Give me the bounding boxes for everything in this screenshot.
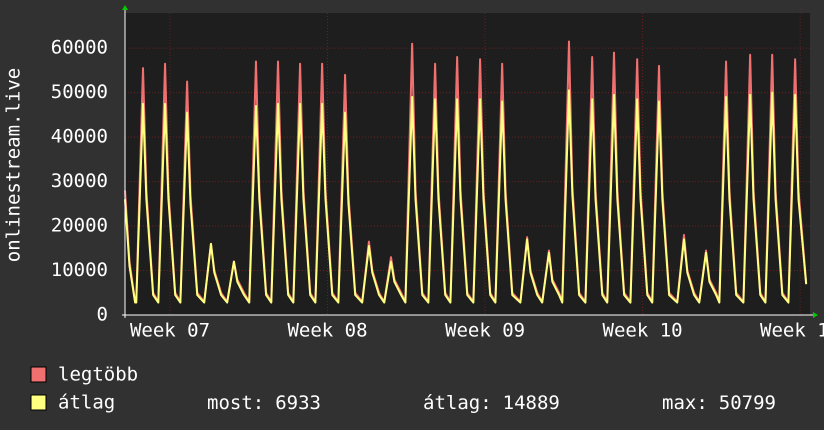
legend-label: átlag — [58, 392, 115, 414]
x-tick-label: Week 10 — [603, 320, 683, 342]
stat-value: 50799 — [719, 392, 776, 414]
y-tick-label: 60000 — [51, 37, 108, 59]
x-tick-label: Week 11 — [760, 320, 824, 342]
series-line — [124, 89, 808, 304]
stat-value: 6933 — [275, 392, 321, 414]
stat: átlag: 14889 — [423, 392, 560, 414]
y-tick-label: 30000 — [51, 170, 108, 192]
x-axis-arrow — [813, 312, 818, 318]
stat: most: 6933 — [207, 392, 321, 414]
x-tick-label: Week 08 — [287, 320, 367, 342]
y-tick-label: 10000 — [51, 259, 108, 281]
stat: max: 50799 — [662, 392, 776, 414]
legend-swatch — [30, 394, 47, 411]
stat-label: max: — [662, 392, 708, 414]
y-tick-label: 40000 — [51, 126, 108, 148]
stat-label: most: — [207, 392, 264, 414]
legend-label: legtöbb — [58, 364, 138, 386]
y-axis-arrow — [122, 5, 128, 10]
stat-value: 14889 — [503, 392, 560, 414]
legend-swatch — [30, 366, 47, 383]
x-tick-label: Week 07 — [130, 320, 210, 342]
y-tick-label: 50000 — [51, 81, 108, 103]
y-axis-title: onlinestream.live — [3, 68, 25, 262]
stat-label: átlag: — [423, 392, 492, 414]
x-tick-label: Week 09 — [445, 320, 525, 342]
y-tick-label: 0 — [97, 304, 108, 326]
y-tick-label: 20000 — [51, 215, 108, 237]
plot-area — [125, 13, 810, 315]
